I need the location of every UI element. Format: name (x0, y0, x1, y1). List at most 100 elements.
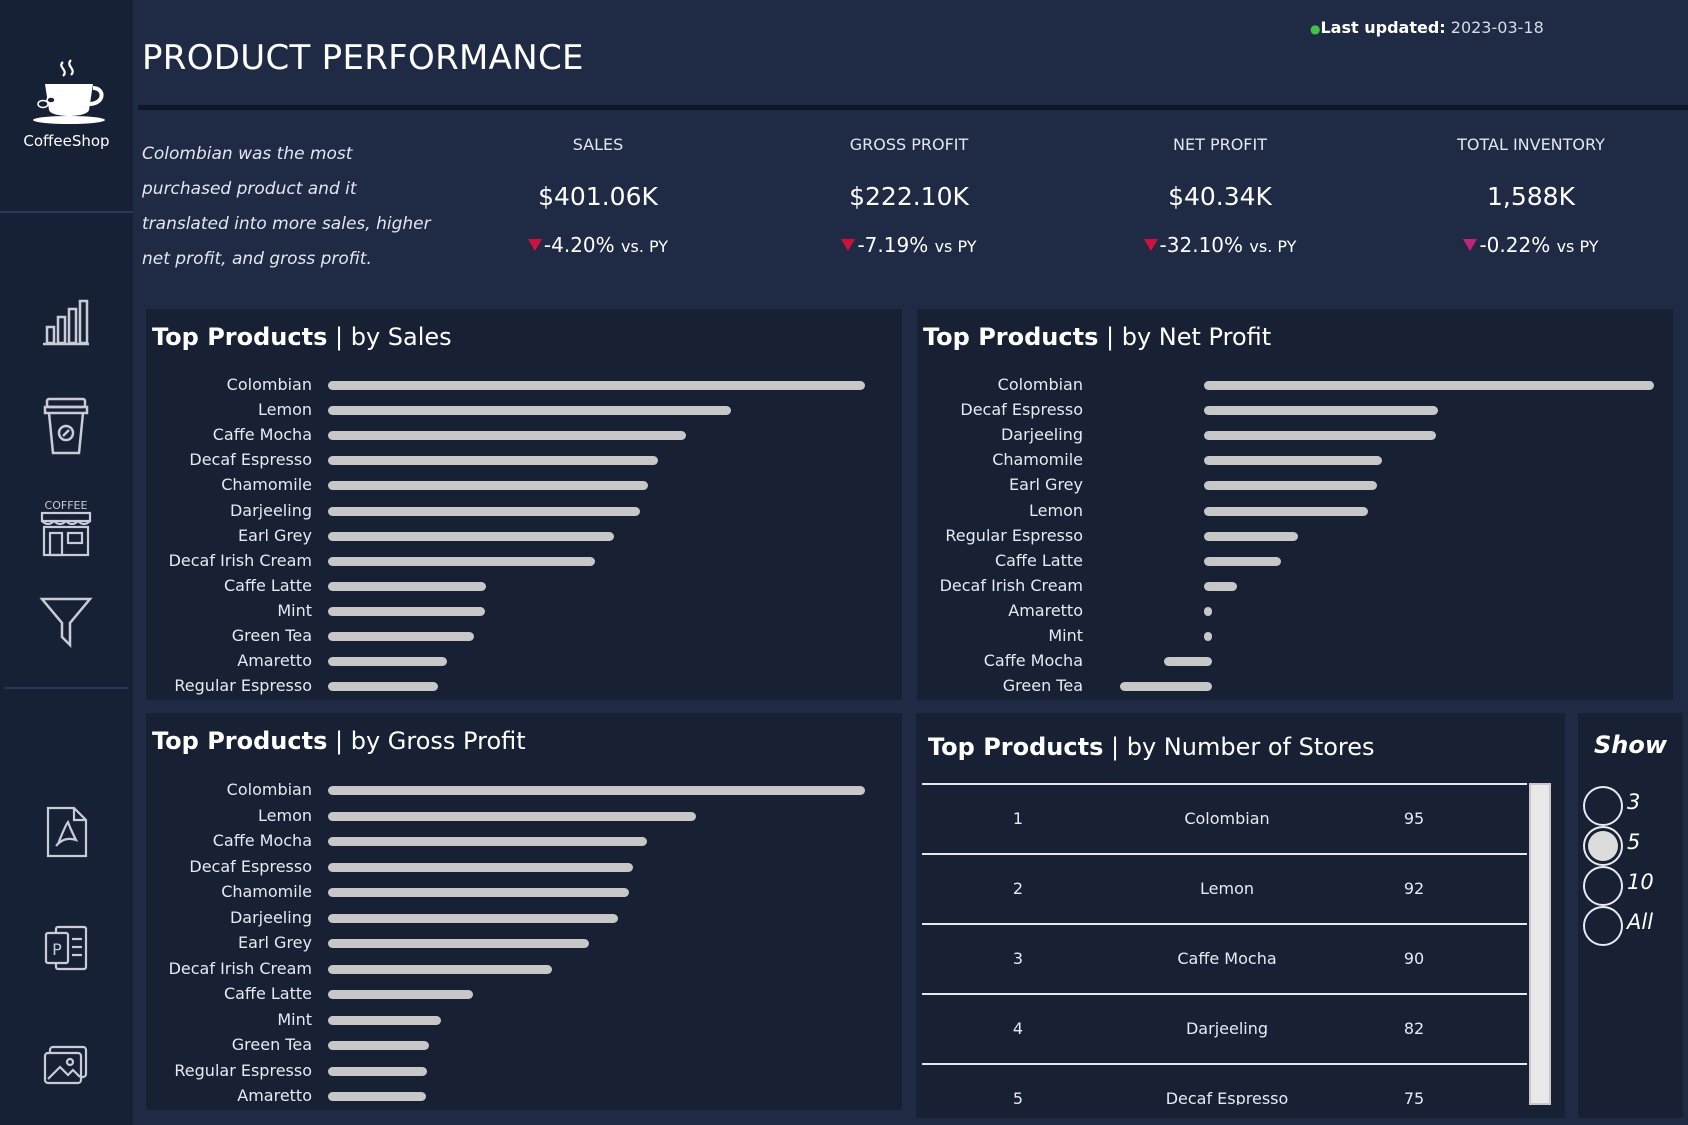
bar[interactable] (328, 381, 865, 390)
bar[interactable] (328, 786, 865, 795)
bar-label: Earl Grey (238, 525, 312, 545)
bar-row: Chamomile (146, 882, 902, 902)
bar-row: Lemon (146, 806, 902, 826)
bar[interactable] (328, 556, 596, 566)
panel-title: Top Products | by Gross Profit (152, 727, 526, 755)
bar[interactable] (328, 606, 485, 616)
show-option-all[interactable]: All (1583, 906, 1673, 946)
kpi-label: TOTAL INVENTORY (1457, 135, 1605, 154)
bar[interactable] (328, 506, 640, 516)
radio-button[interactable] (1583, 826, 1623, 866)
table-row[interactable]: 5 Decaf Espresso 75 (922, 1063, 1527, 1105)
show-title: Show (1593, 731, 1668, 759)
panel-top-products-sales: Top Products | by Sales Colombian Lemon Ca… (146, 309, 902, 700)
bar-row: Regular Espresso (917, 526, 1673, 546)
bar-label: Caffe Mocha (212, 831, 312, 850)
radio-button[interactable] (1583, 786, 1623, 826)
table-row[interactable]: 1 Colombian 95 (922, 783, 1527, 853)
powerpoint-icon[interactable]: P (31, 913, 101, 983)
bar[interactable] (328, 1041, 429, 1050)
radio-button[interactable] (1583, 906, 1623, 946)
bar-label: Chamomile (221, 475, 312, 495)
bar[interactable] (328, 837, 647, 846)
panel-title: Top Products | by Net Profit (923, 323, 1272, 351)
bar-label: Chamomile (221, 882, 312, 901)
bar-row: Caffe Latte (917, 551, 1673, 571)
kpi-delta: -0.22% vs PY (1396, 233, 1666, 257)
bar[interactable] (328, 1066, 427, 1076)
bar[interactable] (1204, 406, 1438, 416)
bar[interactable] (1204, 431, 1436, 441)
kpi-delta-value: -4.20% (543, 233, 615, 257)
bar[interactable] (1204, 456, 1382, 466)
bar[interactable] (328, 1092, 426, 1101)
coffee-cup-icon[interactable] (31, 390, 101, 460)
bar[interactable] (1119, 682, 1212, 692)
bar[interactable] (328, 939, 589, 948)
coffee-shop-icon[interactable]: COFFEE (31, 494, 101, 564)
bar-label: Caffe Mocha (983, 651, 1083, 671)
bar[interactable] (1204, 381, 1654, 390)
radio-button[interactable] (1583, 866, 1623, 906)
bar-row: Green Tea (917, 676, 1673, 696)
bar[interactable] (328, 990, 473, 999)
bar-label: Decaf Irish Cream (939, 575, 1083, 595)
table-row[interactable]: 3 Caffe Mocha 90 (922, 923, 1527, 993)
bar-chart-icon[interactable] (31, 287, 101, 357)
bar[interactable] (328, 406, 731, 416)
bar[interactable] (1204, 531, 1298, 541)
bar-label: Decaf Espresso (189, 450, 312, 470)
bar-row: Caffe Latte (146, 576, 902, 596)
table-row[interactable]: 2 Lemon 92 (922, 853, 1527, 923)
summary-text: Colombian was the most purchased product… (142, 144, 431, 269)
kpi-delta-value: -32.10% (1159, 233, 1244, 257)
bar[interactable] (1164, 657, 1212, 667)
bar-label: Regular Espresso (174, 1060, 312, 1080)
image-icon[interactable] (31, 1030, 101, 1100)
svg-text:P: P (52, 940, 62, 959)
filter-icon[interactable] (31, 587, 101, 657)
radio-label: All (1627, 910, 1654, 934)
last-updated: ●Last updated: 2023-03-18 (1310, 18, 1544, 37)
bar[interactable] (328, 632, 474, 641)
down-triangle-icon (841, 239, 856, 251)
bar[interactable] (328, 811, 697, 821)
bar[interactable] (1204, 581, 1238, 591)
kpi-delta: -7.19% vs PY (774, 233, 1044, 257)
bar[interactable] (328, 657, 448, 667)
bar-row: Lemon (146, 400, 902, 420)
bar[interactable] (328, 964, 552, 974)
show-option-3[interactable]: 3 (1583, 786, 1673, 826)
show-option-5[interactable]: 5 (1583, 826, 1673, 866)
bar[interactable] (328, 682, 438, 692)
table-scrollbar[interactable] (1529, 783, 1551, 1105)
stores-cell: 92 (1403, 879, 1425, 898)
last-updated-label: Last updated: (1320, 18, 1446, 37)
bar-row: Decaf Irish Cream (146, 959, 902, 979)
bar-label: Decaf Irish Cream (168, 958, 312, 978)
bar[interactable] (328, 481, 648, 491)
bar[interactable] (328, 431, 687, 441)
bar-row: Decaf Espresso (146, 450, 902, 470)
bar[interactable] (328, 456, 659, 466)
panel-title: Top Products | by Sales (152, 323, 452, 351)
show-option-10[interactable]: 10 (1583, 866, 1673, 906)
pdf-icon[interactable] (31, 797, 101, 867)
bar[interactable] (1204, 506, 1369, 516)
bar[interactable] (328, 913, 618, 923)
bar[interactable] (328, 1015, 441, 1025)
bar[interactable] (1204, 632, 1212, 641)
bar-label: Lemon (258, 400, 312, 420)
bar-label: Colombian (226, 375, 312, 394)
kpi-value: $40.34K (1168, 182, 1272, 211)
bar[interactable] (328, 888, 629, 897)
bar[interactable] (328, 581, 486, 591)
bar-label: Chamomile (992, 450, 1083, 470)
bar[interactable] (328, 531, 615, 541)
bar[interactable] (1204, 606, 1212, 616)
bar[interactable] (1204, 556, 1281, 566)
product-cell: Darjeeling (1185, 1019, 1269, 1038)
bar[interactable] (1204, 481, 1378, 491)
bar[interactable] (328, 862, 634, 872)
table-row[interactable]: 4 Darjeeling 82 (922, 993, 1527, 1063)
